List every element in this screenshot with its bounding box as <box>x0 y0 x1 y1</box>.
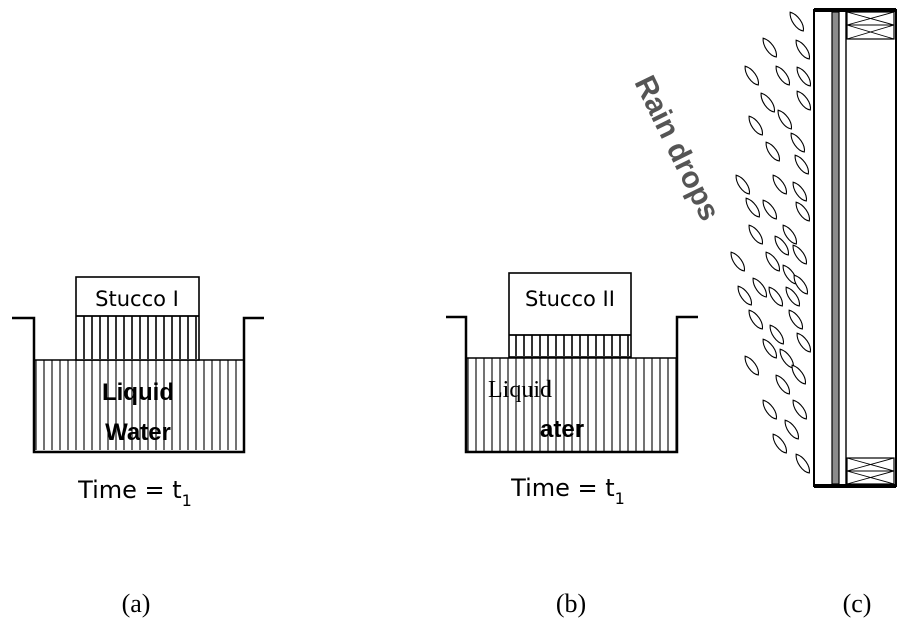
rain-drop <box>795 453 810 474</box>
stucco-label-b: Stucco II <box>525 287 615 311</box>
wall-outer-frame <box>813 9 897 487</box>
liquid-label-a: Liquid <box>102 379 174 406</box>
rain-drop <box>744 65 759 86</box>
rain-drop <box>737 285 752 306</box>
time-subscript-b: 1 <box>615 489 625 508</box>
rain-drop <box>765 251 780 272</box>
water-label-a: Water <box>105 419 171 446</box>
wall-core-layer <box>831 11 840 485</box>
rain-drop <box>791 364 806 385</box>
time-text-a: Time = t <box>77 476 182 504</box>
container-a <box>12 316 264 454</box>
rain-drop <box>794 154 809 175</box>
time-label-a: Time = t1 <box>77 476 192 510</box>
panel-c: Rain drops (c) <box>628 8 897 618</box>
rain-drop <box>735 174 750 195</box>
caption-a: (a) <box>122 589 151 618</box>
rain-drop <box>785 286 800 307</box>
rain-drop <box>789 11 804 32</box>
rain-drop <box>772 174 787 195</box>
rain-drop <box>762 338 777 359</box>
rain-drop <box>795 201 810 222</box>
rain-drop <box>752 277 767 298</box>
rain-drop <box>788 309 803 330</box>
stucco-label-a: Stucco I <box>95 287 179 311</box>
rain-drop <box>748 224 763 245</box>
caption-b: (b) <box>556 589 586 618</box>
rain-drop <box>784 419 799 440</box>
container-b <box>446 315 698 454</box>
rain-drop <box>760 92 775 113</box>
panel-b: Stucco II Liquid ater Time = t1 (b) <box>446 272 698 618</box>
rain-drop <box>792 181 807 202</box>
wetted-zone-b <box>510 335 630 356</box>
water-label-b: ater <box>540 416 584 443</box>
rain-drop <box>772 433 787 454</box>
rain-drop <box>765 141 780 162</box>
bottom-blocking <box>846 457 895 485</box>
rain-drop <box>744 355 759 376</box>
rain-drop <box>775 65 790 86</box>
liquid-label-b: Liquid <box>488 377 552 403</box>
rain-drop <box>762 199 777 220</box>
rain-drop <box>748 309 763 330</box>
rain-drop <box>782 224 797 245</box>
rain-drop <box>775 374 790 395</box>
rain-drop <box>796 332 811 353</box>
rain-drop <box>769 324 784 345</box>
caption-c: (c) <box>843 589 872 618</box>
rain-drop <box>745 197 760 218</box>
top-blocking <box>846 11 895 40</box>
wetted-zone-a <box>77 316 198 359</box>
rain-drop <box>748 115 763 136</box>
rain-drops <box>730 11 811 474</box>
rain-drop <box>768 286 783 307</box>
time-text-b: Time = t <box>510 474 615 502</box>
rain-drop <box>793 274 808 295</box>
water-body-a <box>34 360 244 450</box>
rain-drop <box>796 90 811 111</box>
rain-drop <box>730 251 745 272</box>
rain-drop <box>792 399 807 420</box>
panel-a: Stucco I Liquid Water Time = t1 (a) <box>12 276 264 618</box>
rain-drop <box>777 109 792 130</box>
rain-drop <box>762 37 777 58</box>
rain-drop <box>795 39 810 60</box>
rain-drop <box>762 399 777 420</box>
rain-drop <box>790 132 805 153</box>
rain-drop <box>774 235 789 256</box>
rain-drops-label: Rain drops <box>628 71 726 226</box>
water-body-b <box>466 358 677 451</box>
rain-drop <box>792 244 807 265</box>
time-subscript-a: 1 <box>182 491 192 510</box>
rain-drop <box>796 66 811 87</box>
time-label-b: Time = t1 <box>510 474 625 508</box>
